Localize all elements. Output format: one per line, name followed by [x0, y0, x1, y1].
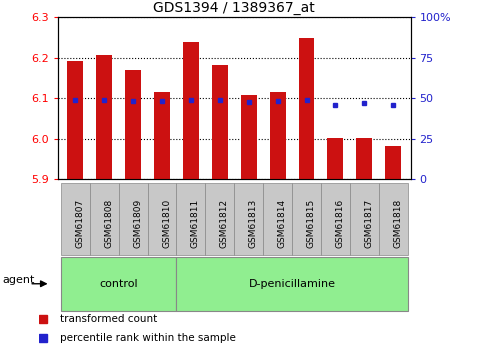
Text: D-penicillamine: D-penicillamine — [249, 279, 336, 289]
Text: GSM61807: GSM61807 — [75, 199, 85, 248]
Bar — [212, 65, 228, 179]
Text: GSM61813: GSM61813 — [249, 199, 258, 248]
Title: GDS1394 / 1389367_at: GDS1394 / 1389367_at — [154, 1, 315, 15]
Text: GSM61818: GSM61818 — [393, 199, 402, 248]
Bar — [298, 38, 314, 179]
Text: agent: agent — [2, 275, 35, 285]
Bar — [125, 70, 141, 179]
Bar — [183, 42, 199, 179]
Bar — [356, 138, 372, 179]
Text: GSM61817: GSM61817 — [364, 199, 373, 248]
Bar — [385, 146, 401, 179]
Bar — [327, 138, 343, 179]
Bar — [241, 96, 256, 179]
Text: GSM61809: GSM61809 — [133, 199, 142, 248]
Text: GSM61816: GSM61816 — [335, 199, 344, 248]
Text: GSM61811: GSM61811 — [191, 199, 200, 248]
Text: transformed count: transformed count — [60, 314, 157, 324]
Text: GSM61815: GSM61815 — [307, 199, 315, 248]
Text: GSM61814: GSM61814 — [278, 199, 286, 248]
Bar — [96, 55, 112, 179]
Text: control: control — [99, 279, 138, 289]
Text: GSM61808: GSM61808 — [104, 199, 113, 248]
Bar — [154, 92, 170, 179]
Text: percentile rank within the sample: percentile rank within the sample — [60, 333, 236, 343]
Bar — [67, 61, 83, 179]
Text: GSM61812: GSM61812 — [220, 199, 229, 248]
Bar — [270, 92, 285, 179]
Text: GSM61810: GSM61810 — [162, 199, 171, 248]
